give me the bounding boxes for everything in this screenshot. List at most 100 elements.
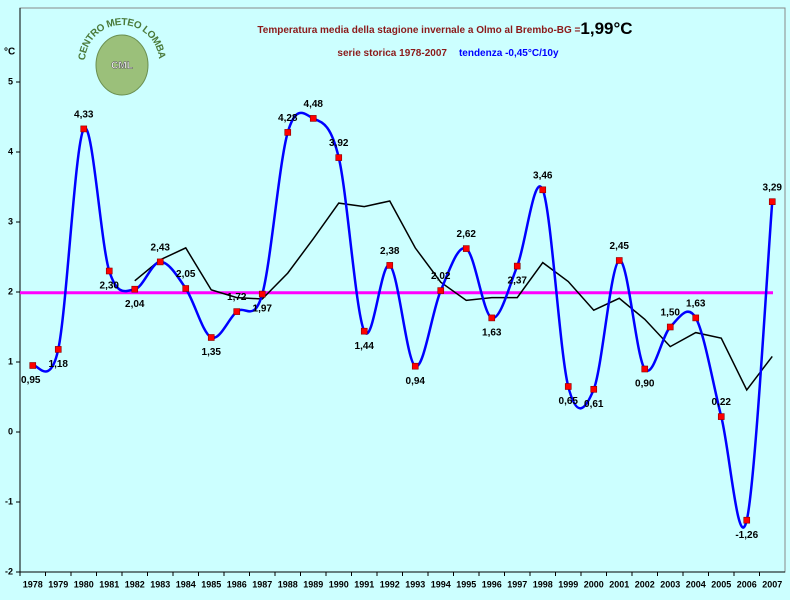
data-label: 2,05: [176, 269, 196, 280]
x-tick-label: 1981: [99, 579, 119, 589]
data-label: 4,48: [304, 99, 324, 110]
point: [309, 115, 317, 122]
subtitle: serie storica 1978-2007: [337, 48, 447, 59]
y-tick-label: 3: [8, 216, 13, 226]
point: [207, 334, 215, 341]
point: [131, 285, 139, 293]
data-label: 3,92: [329, 138, 349, 149]
point: [105, 267, 113, 275]
y-tick-label: -2: [5, 566, 13, 576]
point: [743, 516, 751, 524]
data-label: 2,02: [431, 271, 451, 282]
point: [233, 308, 241, 315]
point: [335, 154, 343, 161]
x-tick-label: 1997: [507, 579, 527, 589]
x-tick-label: 2006: [737, 579, 757, 589]
x-tick-label: 1987: [252, 579, 272, 589]
point: [462, 245, 470, 252]
x-tick-label: 1995: [456, 579, 476, 589]
point: [29, 362, 37, 369]
data-label: 1,44: [355, 341, 375, 352]
trend: tendenza -0,45°C/10y: [459, 48, 559, 59]
data-label: 1,97: [253, 304, 273, 315]
point: [80, 125, 88, 133]
x-tick-label: 2003: [660, 579, 680, 589]
y-tick-label: 5: [8, 76, 13, 86]
point: [182, 285, 190, 292]
x-tick-label: 1984: [176, 579, 196, 589]
x-tick-label: 1990: [329, 579, 349, 589]
y-tick-label: 0: [8, 426, 13, 436]
x-tick-label: 1989: [303, 579, 323, 589]
y-tick-label: 2: [8, 286, 13, 296]
x-tick-label: 1993: [405, 579, 425, 589]
title-value: 1,99°C: [580, 19, 632, 38]
x-tick-label: 2007: [762, 579, 782, 589]
x-tick-label: 1980: [74, 579, 94, 589]
data-label: 1,63: [482, 328, 502, 339]
data-label: 1,35: [202, 347, 222, 358]
data-label: 0,94: [406, 376, 426, 387]
x-tick-label: 2004: [686, 579, 706, 589]
data-label: 2,38: [380, 246, 400, 257]
data-label: 3,29: [763, 182, 783, 193]
x-tick-label: 2001: [609, 579, 629, 589]
y-axis-label: °C: [4, 47, 15, 58]
point: [54, 346, 62, 353]
point: [284, 129, 292, 136]
data-label: 0,90: [635, 379, 655, 390]
point: [590, 385, 598, 393]
x-tick-label: 1983: [150, 579, 170, 589]
point: [641, 365, 649, 373]
x-tick-label: 1991: [354, 579, 374, 589]
data-label: 0,65: [559, 396, 579, 407]
x-tick-label: 1992: [380, 579, 400, 589]
point: [156, 258, 164, 266]
point: [488, 314, 496, 322]
title-text: Temperatura media della stagione inverna…: [257, 25, 580, 36]
data-label: 2,45: [610, 241, 630, 252]
data-label: 0,95: [21, 375, 41, 386]
x-tick-label: 1978: [23, 579, 43, 589]
logo-shape: [95, 34, 149, 96]
logo-center: CML: [111, 61, 133, 72]
x-tick-label: 1996: [482, 579, 502, 589]
data-label: 0,22: [712, 397, 732, 408]
point: [666, 323, 674, 331]
data-label: 1,50: [661, 308, 681, 319]
x-tick-label: 2000: [584, 579, 604, 589]
x-tick-label: 2005: [711, 579, 731, 589]
data-label: 2,62: [457, 229, 477, 240]
y-tick-label: 1: [8, 356, 13, 366]
data-label: 1,72: [227, 292, 247, 303]
logo: CENTRO METEO LOMBARDO CML: [0, 0, 167, 96]
x-tick-label: 1998: [533, 579, 553, 589]
point: [564, 383, 572, 390]
point: [768, 198, 776, 205]
x-tick-label: 1994: [431, 579, 451, 589]
x-tick-label: 1982: [125, 579, 145, 589]
x-tick-label: 1988: [278, 579, 298, 589]
y-tick-label: 4: [8, 146, 13, 156]
point: [539, 186, 547, 194]
data-label: 2,30: [100, 281, 120, 292]
data-label: 2,43: [151, 243, 171, 254]
point: [411, 362, 419, 370]
data-label: -1,26: [735, 530, 758, 541]
point: [615, 257, 623, 264]
x-tick-label: 2002: [635, 579, 655, 589]
data-label: 1,18: [49, 359, 69, 370]
point: [437, 287, 445, 294]
data-label: 2,37: [508, 276, 528, 287]
data-label: 4,28: [278, 113, 298, 124]
data-label: 1,63: [686, 299, 706, 310]
data-label: 0,61: [584, 399, 604, 410]
point: [360, 327, 368, 335]
series-line: [32, 111, 774, 529]
point: [692, 314, 700, 322]
x-tick-label: 1999: [558, 579, 578, 589]
point: [258, 290, 266, 298]
x-tick-label: 1986: [227, 579, 247, 589]
data-label: 3,46: [533, 170, 553, 181]
